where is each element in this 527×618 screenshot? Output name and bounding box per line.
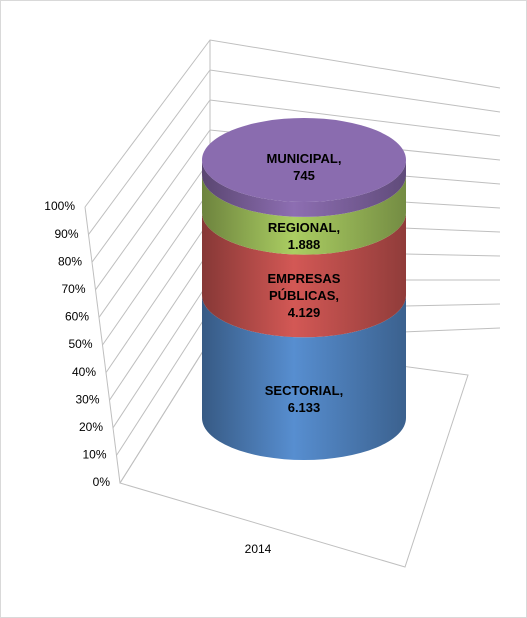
x-tick-label: 2014 [245, 542, 272, 556]
y-tick-label: 70% [61, 282, 85, 296]
y-tick-label: 60% [65, 310, 89, 324]
y-tick-label: 90% [54, 227, 78, 241]
y-tick-label: 100% [44, 199, 75, 213]
y-tick-label: 20% [79, 420, 103, 434]
data-label: REGIONAL, 1.888 [244, 219, 364, 253]
label-part: MUNICIPAL [266, 151, 338, 167]
label-part: EMPRESAS PÚBLICAS [267, 271, 341, 304]
label-part: 745 [293, 168, 315, 184]
cylinder-segment [202, 295, 406, 460]
y-tick-label: 30% [75, 392, 99, 406]
label-part: , [337, 151, 342, 167]
cylinder-segment [202, 174, 406, 255]
y-tick-label: 10% [82, 448, 106, 462]
data-label: EMPRESAS PÚBLICAS, 4.129 [244, 270, 364, 321]
data-label: MUNICIPAL, 745 [244, 150, 364, 184]
label-part: , [335, 288, 340, 304]
data-label: SECTORIAL, 6.133 [244, 382, 364, 416]
label-part: 1.888 [287, 236, 321, 252]
y-tick-label: 50% [68, 337, 92, 351]
label-part: , [339, 382, 344, 398]
label-part: SECTORIAL [264, 382, 340, 398]
y-tick-label: 0% [93, 475, 111, 489]
y-tick-label: 80% [58, 254, 82, 268]
label-part: REGIONAL [267, 219, 337, 235]
cylinder-top [202, 118, 406, 202]
label-part: 6.133 [287, 399, 321, 415]
label-part: , [336, 219, 341, 235]
y-tick-label: 40% [72, 365, 96, 379]
label-part: 4.129 [287, 305, 321, 321]
cylinder-segment [202, 212, 406, 338]
cylinder-segment [202, 160, 406, 217]
